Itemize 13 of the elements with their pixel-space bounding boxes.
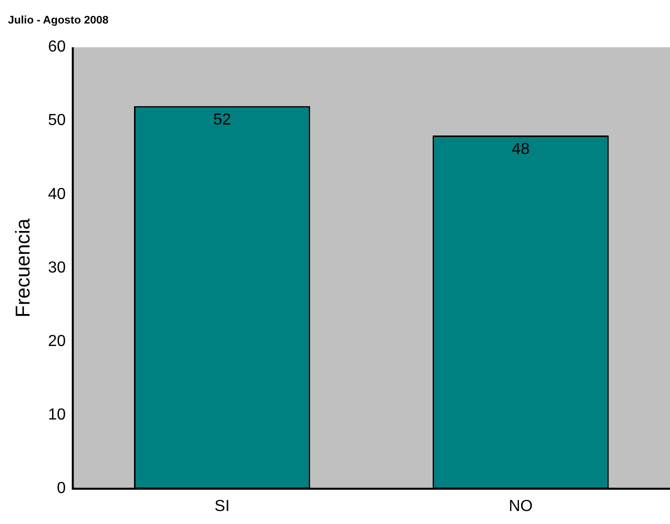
data-label: 48 bbox=[512, 140, 530, 158]
y-tick-label: 20 bbox=[48, 333, 66, 350]
y-tick-label: 40 bbox=[48, 186, 66, 203]
y-tick-label: 30 bbox=[48, 259, 66, 276]
y-tick-label: 0 bbox=[56, 480, 66, 498]
x-tick-label: NO bbox=[508, 498, 533, 515]
y-tick-label: 10 bbox=[48, 406, 66, 424]
y-tick-label: 50 bbox=[48, 112, 66, 130]
y-tick-label: 60 bbox=[48, 38, 66, 56]
data-label: 52 bbox=[213, 111, 232, 128]
y-axis-title: Frecuencia bbox=[12, 218, 35, 318]
x-tick-label: SI bbox=[214, 498, 230, 515]
chart-title: Julio - Agosto 2008 bbox=[8, 14, 108, 27]
